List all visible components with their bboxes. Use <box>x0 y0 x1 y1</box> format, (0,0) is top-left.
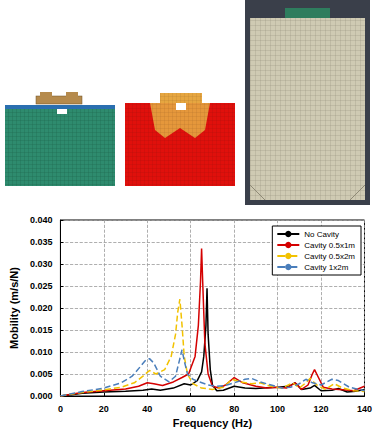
svg-text:80: 80 <box>229 404 239 414</box>
svg-text:60: 60 <box>186 404 196 414</box>
svg-text:0.010: 0.010 <box>30 347 53 357</box>
svg-text:20: 20 <box>99 404 109 414</box>
svg-text:0.005: 0.005 <box>30 369 53 379</box>
svg-text:0.000: 0.000 <box>30 391 53 401</box>
svg-text:0.025: 0.025 <box>30 281 53 291</box>
svg-text:Mobility (m/s/N): Mobility (m/s/N) <box>8 267 20 349</box>
svg-text:0.015: 0.015 <box>30 325 53 335</box>
svg-text:0.040: 0.040 <box>30 215 53 225</box>
svg-text:0.020: 0.020 <box>30 303 53 313</box>
svg-text:No Cavity: No Cavity <box>304 230 339 239</box>
svg-text:Cavity 0.5x1m: Cavity 0.5x1m <box>304 241 355 250</box>
svg-text:0: 0 <box>58 404 63 414</box>
svg-text:Cavity 1x2m: Cavity 1x2m <box>304 263 348 272</box>
svg-text:140: 140 <box>357 404 372 414</box>
svg-text:0.030: 0.030 <box>30 259 53 269</box>
svg-text:100: 100 <box>270 404 285 414</box>
svg-text:Cavity 0.5x2m: Cavity 0.5x2m <box>304 252 355 261</box>
svg-text:40: 40 <box>142 404 152 414</box>
svg-text:0.035: 0.035 <box>30 237 53 247</box>
svg-text:Frequency (Hz): Frequency (Hz) <box>173 417 253 429</box>
svg-text:120: 120 <box>314 404 329 414</box>
